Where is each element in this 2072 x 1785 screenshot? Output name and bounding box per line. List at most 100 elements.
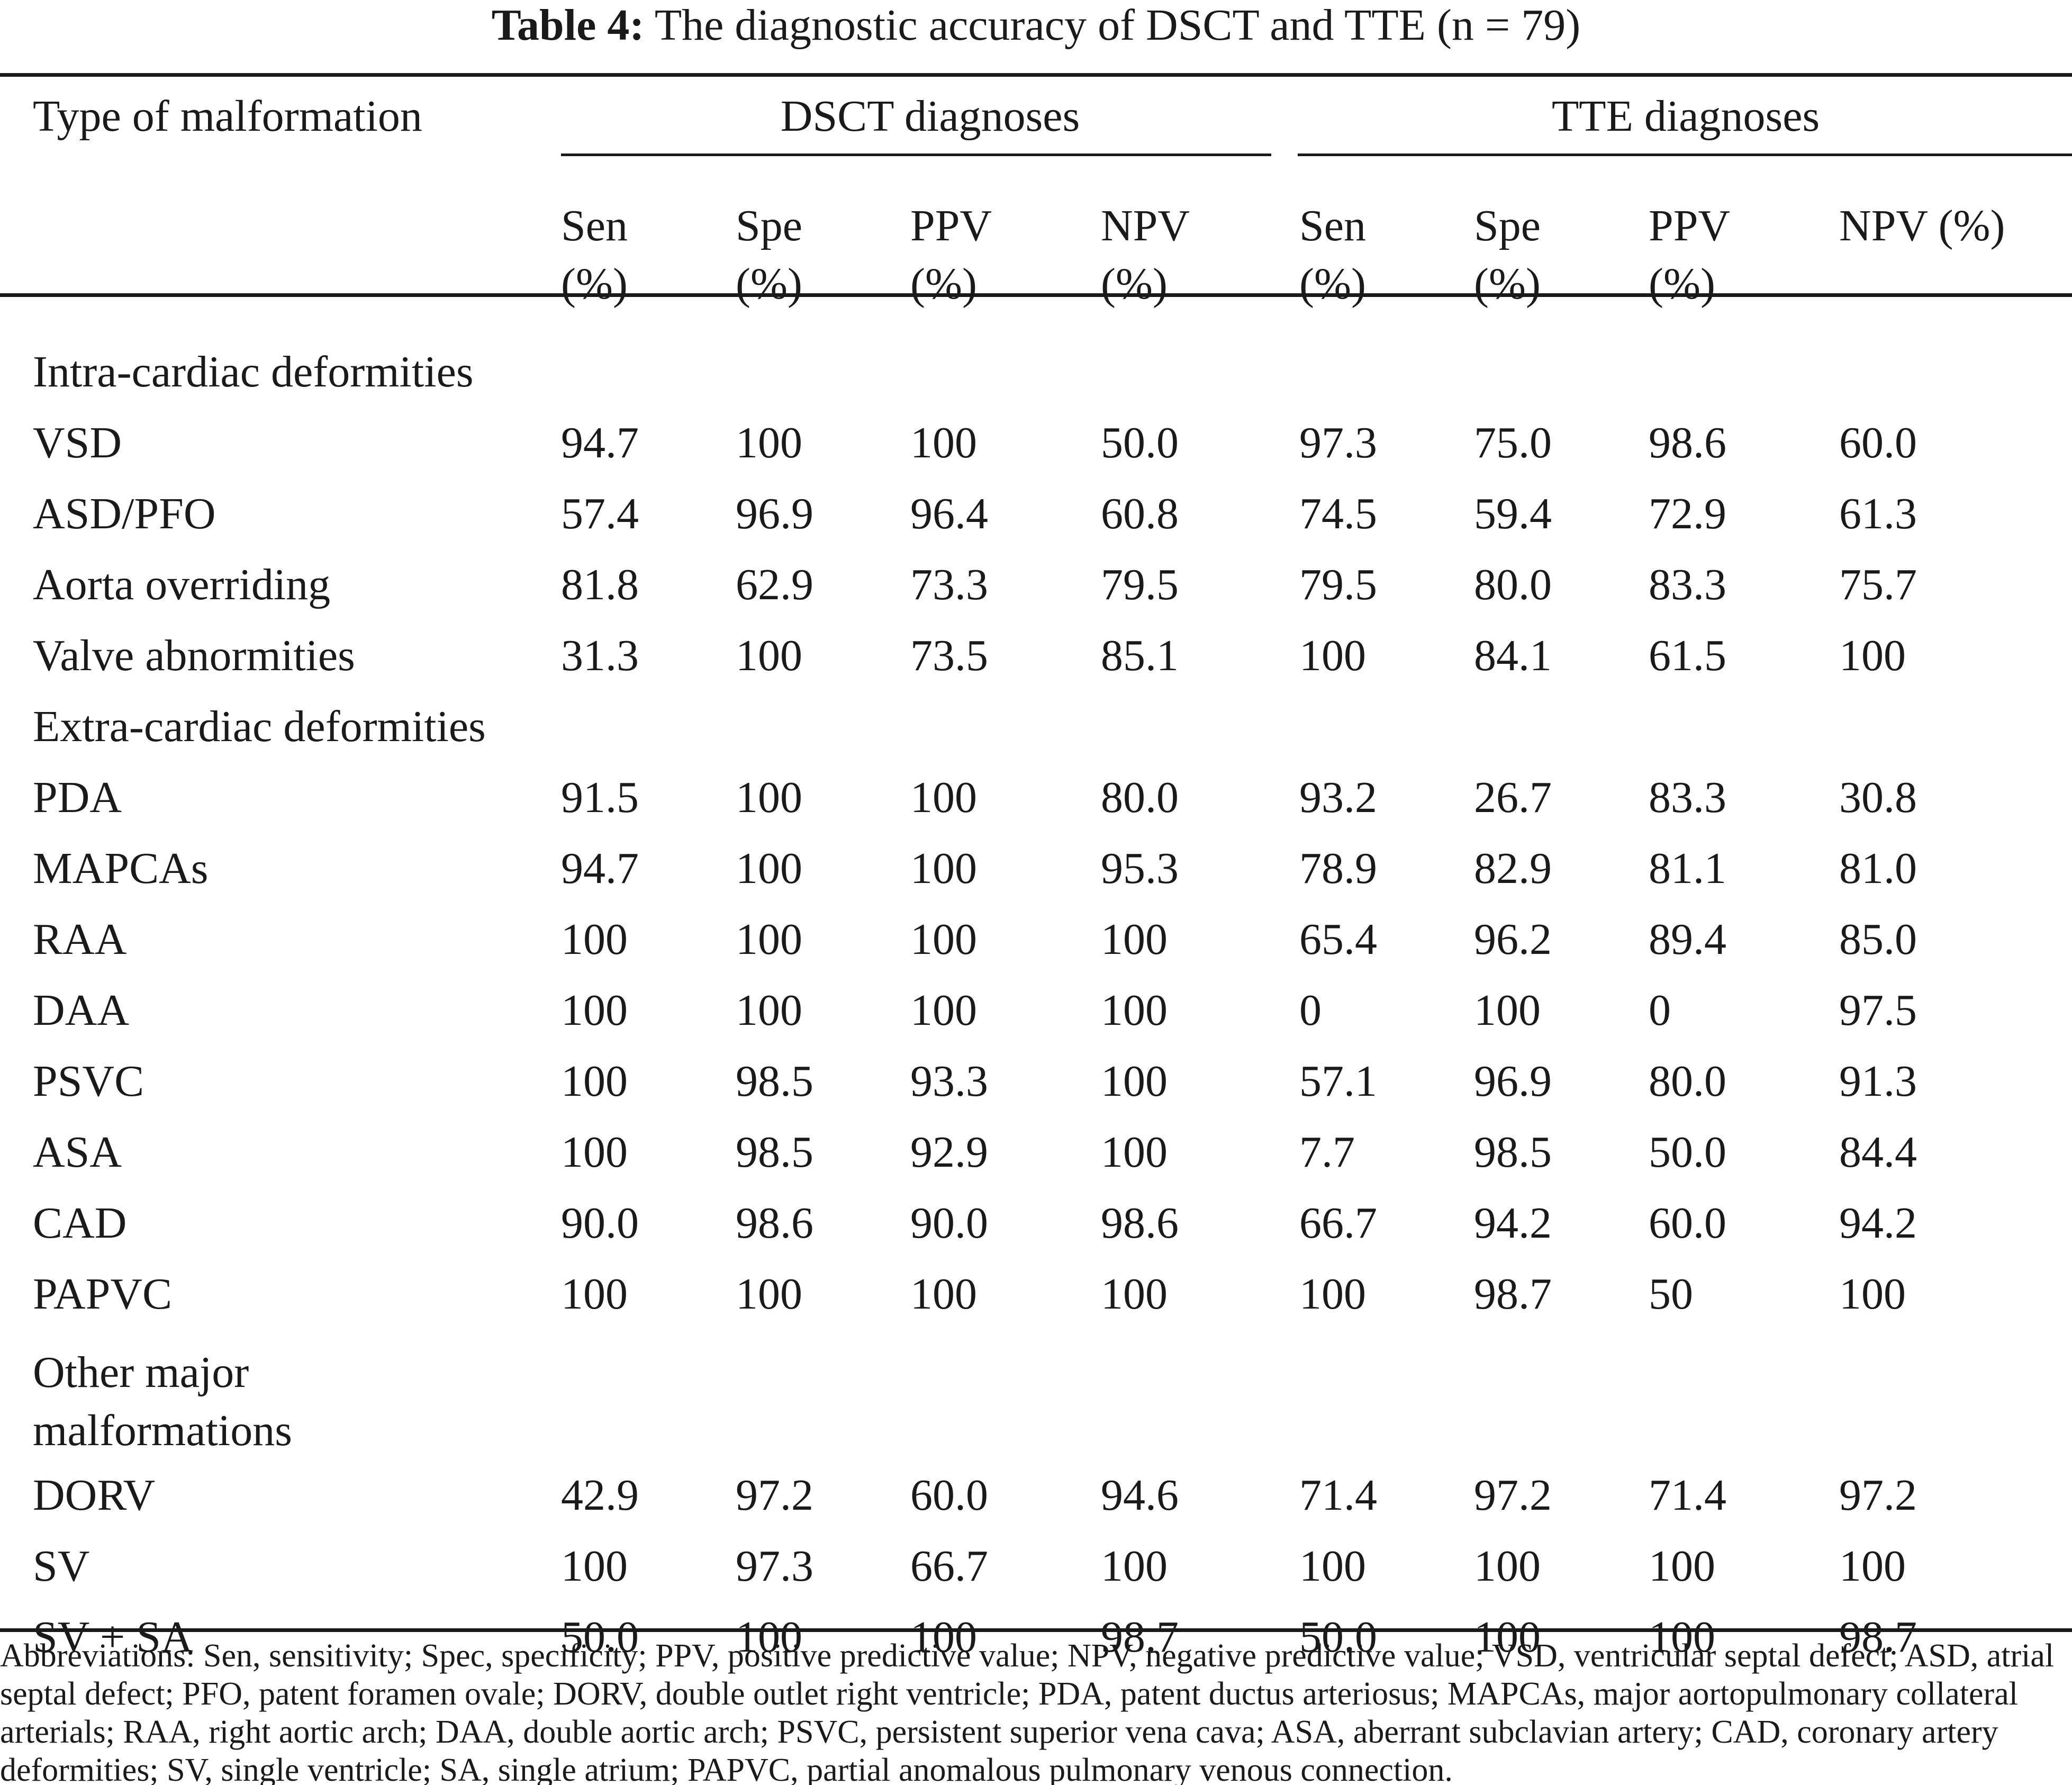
cell-dsct-spe: 100 <box>736 1269 802 1319</box>
cell-dsct-sen: 100 <box>561 1057 628 1106</box>
cell-dsct-spe: 100 <box>736 986 802 1035</box>
cell-tte-npv: 100 <box>1839 1541 1906 1591</box>
table-row: CAD 90.0 98.6 90.0 98.6 66.7 94.2 60.0 9… <box>0 1188 2072 1259</box>
cell-dsct-npv: 100 <box>1101 1269 1168 1319</box>
cell-tte-spe: 82.9 <box>1474 844 1552 893</box>
table-row: Aorta overriding 81.8 62.9 73.3 79.5 79.… <box>0 549 2072 620</box>
cell-tte-spe: 98.7 <box>1474 1269 1552 1319</box>
cell-tte-npv: 100 <box>1839 1269 1906 1319</box>
diagnostic-accuracy-table: Type of malformation DSCT diagnoses TTE … <box>0 74 2072 1673</box>
cell-tte-sen: 79.5 <box>1299 560 1378 609</box>
cell-dsct-npv: 100 <box>1101 1057 1168 1106</box>
row-label: VSD <box>33 418 122 467</box>
cell-dsct-ppv: 100 <box>910 773 977 822</box>
cell-dsct-spe: 100 <box>736 1612 802 1662</box>
table-row: VSD 94.7 100 100 50.0 97.3 75.0 98.6 60.… <box>0 408 2072 479</box>
cell-tte-sen: 93.2 <box>1299 773 1378 822</box>
cell-dsct-spe: 97.2 <box>736 1471 813 1520</box>
section-title: Other major malformations <box>0 1330 2072 1460</box>
cell-dsct-ppv: 100 <box>910 986 977 1035</box>
cell-dsct-sen: 100 <box>561 915 628 964</box>
cell-tte-sen: 71.4 <box>1299 1471 1378 1520</box>
table-body: Intra-cardiac deformities VSD 94.7 100 1… <box>0 337 2072 1673</box>
cell-dsct-npv: 100 <box>1101 1541 1168 1591</box>
cell-tte-npv: 85.0 <box>1839 915 1917 964</box>
cell-dsct-spe: 97.3 <box>736 1541 813 1591</box>
cell-dsct-sen: 31.3 <box>561 631 639 680</box>
header-tte-diagnoses: TTE diagnoses <box>1551 92 1820 141</box>
cell-tte-ppv: 83.3 <box>1649 560 1727 609</box>
cell-tte-npv: 60.0 <box>1839 418 1917 467</box>
header-label-line1: PPV <box>910 201 992 250</box>
cell-tte-npv: 91.3 <box>1839 1057 1917 1106</box>
cell-tte-ppv: 89.4 <box>1649 915 1727 964</box>
cell-dsct-npv: 98.6 <box>1101 1198 1179 1248</box>
cell-tte-sen: 100 <box>1299 1541 1367 1591</box>
cell-tte-npv: 61.3 <box>1839 489 1917 538</box>
header-label-line1: Sen <box>561 201 628 250</box>
section-title: Intra-cardiac deformities <box>33 347 474 396</box>
cell-tte-sen: 65.4 <box>1299 915 1378 964</box>
cell-dsct-ppv: 96.4 <box>910 489 988 538</box>
header-label-line2: (%) <box>1474 259 1541 309</box>
header-tte-spe: Spe (%) <box>1474 172 1649 337</box>
header-label-line2: (%) <box>1299 259 1366 309</box>
table-row: DAA 100 100 100 100 0 100 0 97.5 <box>0 975 2072 1046</box>
cell-dsct-spe: 100 <box>736 418 802 467</box>
section-title: Extra-cardiac deformities <box>33 702 486 751</box>
cell-dsct-ppv: 92.9 <box>910 1128 988 1177</box>
table-row: PAPVC 100 100 100 100 100 98.7 50 100 <box>0 1259 2072 1330</box>
cell-tte-npv: 97.5 <box>1839 986 1917 1035</box>
header-label-line1: Spe <box>736 201 802 250</box>
header-label-line2: (%) <box>736 259 802 309</box>
table-row: MAPCAs 94.7 100 100 95.3 78.9 82.9 81.1 … <box>0 833 2072 904</box>
cell-tte-sen: 100 <box>1299 631 1367 680</box>
header-type-of-malformation: Type of malformation <box>33 92 422 141</box>
cell-dsct-npv: 79.5 <box>1101 560 1179 609</box>
section-title-line2: malformations <box>33 1406 292 1455</box>
cell-tte-npv: 100 <box>1839 631 1906 680</box>
header-label-line1: NPV <box>1101 201 1190 250</box>
cell-tte-sen: 50.0 <box>1299 1612 1378 1662</box>
header-empty-cell <box>0 172 561 337</box>
cell-tte-sen: 57.1 <box>1299 1057 1378 1106</box>
table-row: ASA 100 98.5 92.9 100 7.7 98.5 50.0 84.4 <box>0 1117 2072 1188</box>
cell-tte-sen: 66.7 <box>1299 1198 1378 1248</box>
cell-tte-ppv: 60.0 <box>1649 1198 1727 1248</box>
cell-dsct-sen: 100 <box>561 986 628 1035</box>
cell-dsct-ppv: 66.7 <box>910 1541 988 1591</box>
header-label-line1: Sen <box>1299 201 1367 250</box>
row-label: PSVC <box>33 1057 144 1106</box>
table-row: SV + SA 50.0 100 100 98.7 50.0 100 100 9… <box>0 1602 2072 1673</box>
table-caption-label: Table 4: <box>491 1 645 50</box>
cell-dsct-ppv: 90.0 <box>910 1198 988 1248</box>
header-label-line1: PPV <box>1649 201 1731 250</box>
cell-dsct-ppv: 73.5 <box>910 631 988 680</box>
cell-tte-sen: 78.9 <box>1299 844 1378 893</box>
cell-dsct-spe: 100 <box>736 773 802 822</box>
cell-tte-ppv: 98.6 <box>1649 418 1727 467</box>
row-label: SV + SA <box>33 1612 193 1662</box>
cell-dsct-ppv: 100 <box>910 1269 977 1319</box>
row-label: ASD/PFO <box>33 489 216 538</box>
cell-dsct-npv: 100 <box>1101 986 1168 1035</box>
cell-dsct-sen: 94.7 <box>561 844 639 893</box>
cell-dsct-spe: 98.6 <box>736 1198 813 1248</box>
cell-dsct-npv: 50.0 <box>1101 418 1179 467</box>
cell-dsct-ppv: 100 <box>910 844 977 893</box>
top-rule <box>0 73 2072 77</box>
table-row: RAA 100 100 100 100 65.4 96.2 89.4 85.0 <box>0 904 2072 975</box>
cell-tte-spe: 100 <box>1474 1541 1541 1591</box>
cell-tte-ppv: 50.0 <box>1649 1128 1727 1177</box>
row-label: DAA <box>33 986 129 1035</box>
dsct-group-underline <box>561 154 1271 156</box>
cell-tte-spe: 98.5 <box>1474 1128 1552 1177</box>
cell-tte-ppv: 100 <box>1649 1612 1716 1662</box>
header-dsct-sen: Sen (%) <box>561 172 736 337</box>
header-tte-npv: NPV (%) <box>1839 172 2072 337</box>
cell-dsct-sen: 90.0 <box>561 1198 639 1248</box>
cell-dsct-spe: 98.5 <box>736 1057 813 1106</box>
cell-tte-spe: 94.2 <box>1474 1198 1552 1248</box>
section-row-other-major: Other major malformations <box>0 1330 2072 1460</box>
